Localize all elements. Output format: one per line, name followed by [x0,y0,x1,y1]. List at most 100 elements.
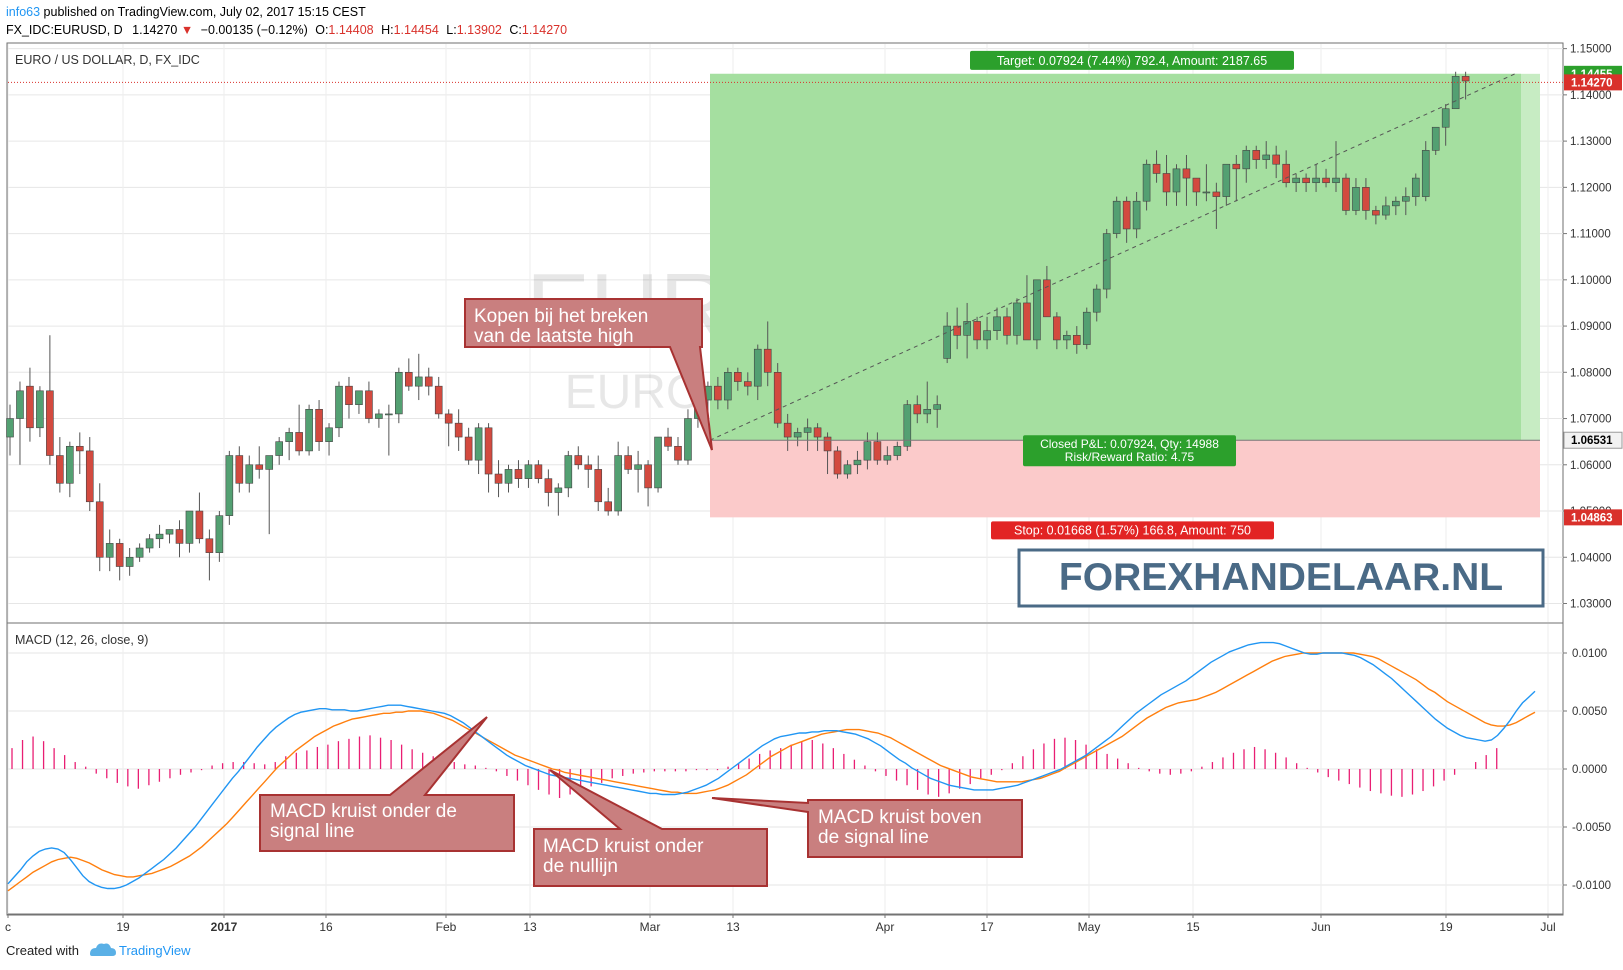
candle-down [1282,163,1290,184]
candle-up [1172,168,1181,193]
candle-down [195,510,204,540]
candle-up [1092,288,1101,313]
trade-path-line [709,73,1516,441]
close-label: C: [509,23,522,37]
candle-down [973,321,981,341]
candle-down [674,445,682,461]
candle-up [1352,187,1360,211]
price-badge [1564,509,1622,526]
candle-down [115,543,124,567]
candle-up [36,390,44,429]
macd-line [7,641,1536,890]
position-zones [710,73,1540,518]
signal-line [7,652,1536,892]
candle-down [56,455,64,484]
candle-down [345,385,353,405]
callout-zero-line1: MACD kruist onder [543,836,704,857]
candle-down [584,464,593,470]
candle-up [245,464,254,484]
candle-down [205,538,214,553]
time-tick-label: 15 [1186,920,1200,934]
candle-up [1063,335,1071,341]
closed-pnl-label: Closed P&L: 0.07924, Qty: 14988 [1040,437,1219,451]
macd-tick-label: -0.0050 [1572,822,1611,834]
candle-up [1112,200,1121,234]
candle-down [1152,163,1161,174]
candle-up [6,418,14,438]
candle-down [743,381,752,387]
callout-cross-under-line1: MACD kruist onder de [270,801,457,822]
price-tick-label: 1.07000 [1570,414,1612,426]
candle-down [594,469,603,503]
callout-macd-cross-under: MACD kruist onder de signal line [259,716,515,852]
candle-down [175,529,184,544]
footer-created: Created with [6,943,79,958]
down-arrow-icon: ▼ [181,23,193,37]
candle-up [1142,163,1151,202]
time-tick-label: Jun [1311,920,1330,934]
callout-entry-line1: Kopen bij het breken [474,306,648,327]
candle-up [903,404,912,447]
time-tick-label: Jul [1540,920,1555,934]
macd-grid [7,624,1563,914]
time-tick-label: Feb [436,920,457,934]
candle-down [514,469,523,479]
macd-axis: -0.0100 -0.0050 0.0000 0.0050 0.0100 [1563,648,1611,892]
candle-down [544,478,553,493]
candle-down [46,390,54,456]
candle-down [1043,279,1051,318]
candle-up [1382,205,1390,216]
price-badge-label: 1.14270 [1571,77,1613,89]
candle-down [1003,316,1011,336]
candle-up [1431,126,1440,151]
high-value: 1.14454 [394,23,439,37]
time-tick-label: c [5,920,11,934]
footer-brand-link[interactable]: TradingView [119,943,191,958]
svg-text:info63 published on TradingVie: info63 published on TradingView.com, Jul… [6,5,366,19]
candle-up [1102,233,1111,290]
candle-up [863,441,872,461]
candle-up [504,469,513,484]
macd-tick-label: 0.0050 [1572,706,1607,718]
footer: Created with TradingView [6,943,191,958]
macd-title: MACD (12, 26, close, 9) [15,633,148,647]
candle-down [454,422,463,438]
candle-down [644,464,652,489]
target-label-box [970,50,1294,70]
candle-down [1252,150,1261,160]
candle-down [484,427,493,475]
candle-up [1292,177,1300,184]
candle-down [1192,177,1201,193]
candle-down [833,450,842,475]
candle-down [1162,173,1171,193]
candle-up [853,459,862,466]
pane-title: EURO / US DOLLAR, D, FX_IDC [15,53,200,67]
callout-macd-zero-cross: MACD kruist onder de nullijn [533,769,768,887]
price-tick-label: 1.08000 [1570,367,1612,379]
author-link[interactable]: info63 [6,5,40,19]
candle-down [783,422,792,438]
candle-up [1332,177,1340,184]
callout-cross-over-line1: MACD kruist boven [818,807,982,828]
time-tick-label: Apr [876,920,895,934]
candle-down [1212,191,1221,197]
candle-up [793,432,802,438]
candle-up [843,464,852,475]
candle-up [1411,177,1420,197]
candle-down [464,436,473,461]
time-tick-label: 17 [980,920,994,934]
risk-reward-label: Risk/Reward Ratio: 4.75 [1065,450,1195,464]
time-tick-label: 19 [116,920,130,934]
time-tick-label: 19 [1439,920,1453,934]
candle-down [604,501,613,512]
candle-down [1272,154,1280,165]
candle-down [1122,200,1131,230]
candle-up [395,372,403,415]
candle-down [1372,210,1380,216]
price-badge [1564,74,1622,91]
candle-down [664,436,672,447]
candle-down [714,385,722,401]
candle-down [404,372,413,387]
candle-down [424,376,433,387]
time-tick-label: 13 [726,920,740,934]
